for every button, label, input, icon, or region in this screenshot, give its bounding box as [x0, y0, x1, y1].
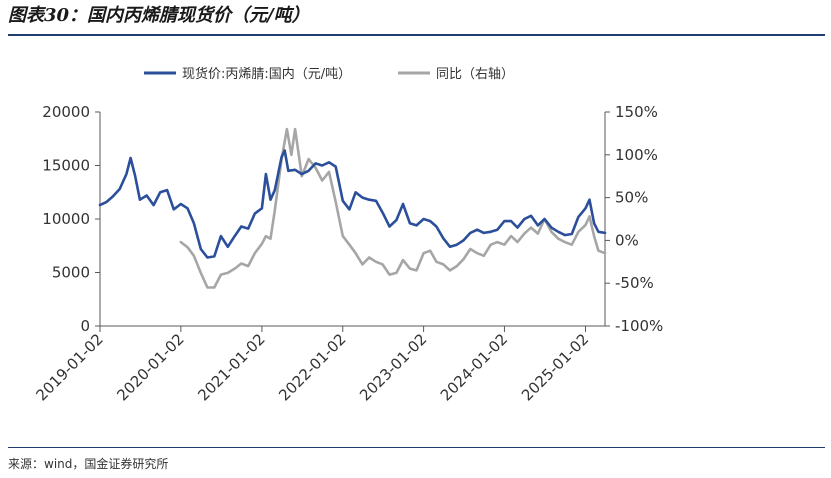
axes: 0 5000 10000 15000 20000 -100% -50% 0% 50% 100% 15…	[32, 103, 663, 404]
x-tick-label: 2024-01-02	[437, 330, 511, 404]
figure-title: 图表30：国内丙烯腈现货价（元/吨）	[8, 5, 310, 26]
y-right-tick-label: 100%	[615, 146, 658, 164]
x-tick-label: 2021-01-02	[194, 330, 268, 404]
legend: 现货价:丙烯腈:国内（元/吨） 同比（右轴）	[144, 66, 514, 82]
y-right-tick-label: 150%	[615, 103, 658, 121]
x-tick-label: 2023-01-02	[356, 330, 430, 404]
y-right-tick-label: -100%	[615, 317, 663, 335]
x-tick-label: 2019-01-02	[32, 330, 106, 404]
series-line-yoy	[179, 127, 607, 289]
y-right-tick-label: 50%	[615, 189, 648, 207]
footer-rule	[8, 447, 825, 448]
series-line-price	[98, 149, 607, 259]
y-left-tick-label: 20000	[42, 103, 90, 121]
x-tick-label: 2025-01-02	[518, 330, 592, 404]
x-tick-label: 2020-01-02	[113, 330, 187, 404]
source-note: 来源：wind，国金证券研究所	[8, 457, 169, 471]
y-left-tick-label: 0	[80, 317, 90, 335]
legend-label-price: 现货价:丙烯腈:国内（元/吨）	[182, 66, 351, 82]
y-left-tick-label: 5000	[52, 264, 90, 282]
y-right-tick-label: 0%	[615, 231, 639, 249]
y-left-tick-label: 10000	[42, 210, 90, 228]
series-layer	[98, 127, 607, 289]
x-tick-label: 2022-01-02	[275, 330, 349, 404]
y-right-tick-label: -50%	[615, 274, 654, 292]
legend-label-yoy: 同比（右轴）	[436, 67, 514, 82]
line-chart: 现货价:丙烯腈:国内（元/吨） 同比（右轴） 0 5000 10000 15000 20…	[32, 66, 663, 404]
y-left-tick-label: 15000	[42, 157, 90, 175]
title-rule	[8, 34, 825, 36]
